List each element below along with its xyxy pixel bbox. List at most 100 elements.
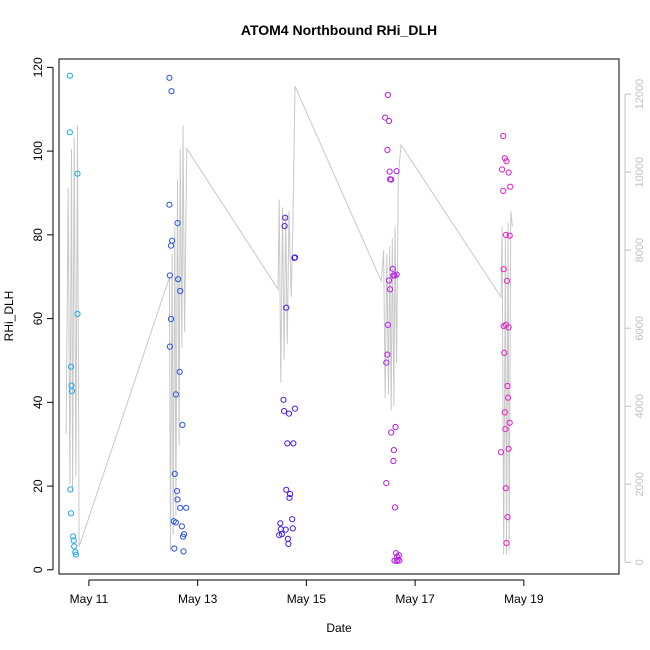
x-axis: May 11 May 13 May 15 May 17 May 19: [70, 579, 544, 606]
data-point: [277, 526, 284, 533]
data-point: [505, 394, 512, 401]
y2-tick-label: 4000: [634, 394, 646, 418]
data-point: [171, 545, 178, 552]
data-point: [74, 310, 81, 318]
data-point: [497, 449, 505, 456]
data-point: [175, 276, 182, 283]
y2-tick-label: 12000: [634, 79, 646, 110]
data-point: [388, 176, 395, 183]
y-tick-label: 20: [31, 479, 45, 493]
data-point: [503, 158, 510, 165]
data-point: [66, 72, 74, 79]
data-point: [503, 539, 510, 547]
y2-tick-label: 0: [634, 559, 646, 565]
data-point: [501, 349, 508, 356]
data-point: [172, 391, 179, 398]
data-point: [178, 523, 185, 530]
data-point: [384, 321, 391, 328]
data-point: [385, 277, 393, 284]
data-point: [500, 187, 507, 194]
data-point: [289, 525, 296, 532]
data-point: [67, 363, 75, 370]
x-axis-label: Date: [326, 621, 352, 635]
data-point: [499, 166, 506, 173]
data-point: [396, 557, 403, 564]
x-tick-label: May 13: [178, 592, 218, 606]
data-point: [282, 214, 289, 221]
y-tick-label: 60: [31, 312, 45, 326]
data-point: [66, 129, 74, 136]
data-point: [285, 410, 293, 417]
y-tick-label: 40: [31, 395, 45, 409]
data-point: [389, 265, 396, 272]
data-point: [67, 486, 74, 493]
data-point: [393, 557, 400, 565]
data-point: [70, 537, 77, 544]
y-axis-label: RHi_DLH: [2, 291, 16, 342]
data-point: [174, 220, 181, 227]
data-point: [502, 426, 509, 433]
data-point: [171, 470, 178, 477]
data-point: [291, 405, 299, 412]
data-point: [176, 368, 183, 375]
data-point: [384, 351, 391, 358]
data-point: [68, 387, 76, 395]
data-point: [393, 271, 400, 278]
x-tick-label: May 19: [504, 592, 544, 606]
data-point: [67, 510, 75, 517]
data-point: [505, 169, 512, 176]
data-point: [387, 286, 394, 293]
data-point: [507, 183, 514, 190]
data-point: [169, 237, 176, 244]
data-point: [71, 543, 78, 550]
data-point: [388, 429, 395, 436]
data-point: [502, 231, 509, 238]
data-point: [393, 168, 400, 175]
secondary-series-line: [65, 86, 513, 555]
data-point: [384, 91, 391, 99]
data-point: [172, 519, 179, 526]
data-point: [180, 548, 187, 555]
data-point: [504, 382, 511, 390]
data-point: [505, 445, 512, 452]
data-point: [183, 504, 190, 511]
x-tick-label: May 11: [70, 592, 109, 606]
data-point: [385, 117, 393, 125]
data-point: [174, 496, 181, 503]
data-point: [286, 494, 293, 501]
data-point: [289, 516, 296, 523]
y-tick-label: 100: [31, 141, 45, 161]
data-point: [287, 490, 294, 498]
data-point: [280, 396, 287, 403]
data-point: [277, 520, 284, 527]
data-point: [276, 532, 283, 539]
y-axis-right: 0 2000 4000 6000 8000 10000 12000: [624, 79, 646, 565]
data-point: [166, 343, 173, 350]
data-point: [284, 535, 291, 542]
data-point: [382, 114, 389, 121]
data-point: [284, 440, 291, 447]
data-point: [167, 242, 175, 249]
plot-frame: [58, 58, 620, 575]
x-tick-label: May 17: [395, 592, 435, 606]
data-point: [505, 324, 512, 331]
y-axis-left: 0 20 40 60 80 100 120: [31, 57, 54, 573]
data-point: [391, 504, 399, 511]
data-point: [285, 540, 292, 548]
y-tick-label: 120: [31, 57, 45, 77]
data-point: [166, 201, 173, 208]
data-point: [283, 486, 290, 493]
data-point: [501, 155, 508, 162]
data-point: [390, 447, 397, 454]
data-point: [177, 287, 184, 295]
y2-tick-label: 6000: [634, 316, 646, 340]
data-point: [166, 272, 173, 279]
data-point: [383, 480, 390, 487]
data-point: [390, 272, 397, 279]
data-point: [72, 549, 79, 556]
data-point: [506, 419, 513, 426]
data-point: [179, 533, 187, 540]
data-point: [500, 266, 507, 273]
data-point: [72, 551, 80, 558]
